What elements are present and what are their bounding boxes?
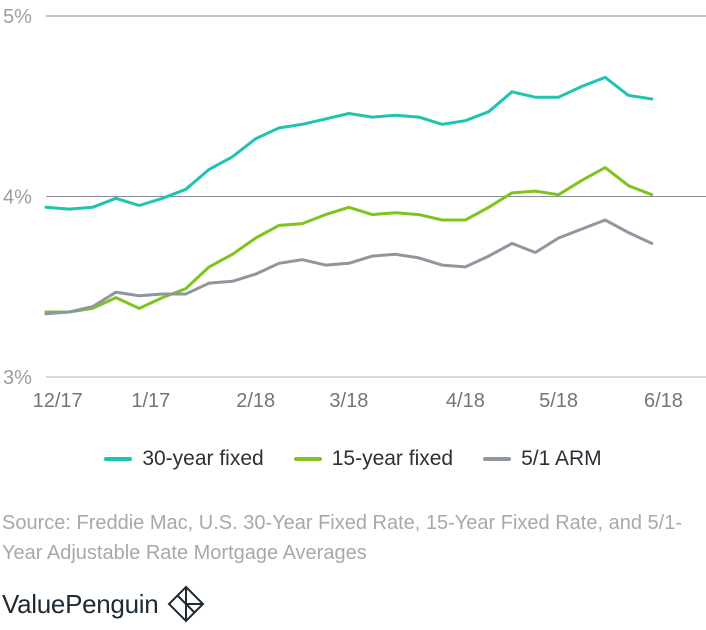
grid-lines xyxy=(46,15,706,378)
legend-item-30-year-fixed: 30-year fixed xyxy=(104,447,264,471)
y-tick-label: 3% xyxy=(3,367,32,389)
x-tick-label: 6/18 xyxy=(644,390,683,412)
legend-label-5-1-arm: 5/1 ARM xyxy=(521,447,602,470)
legend-label-15-year-fixed: 15-year fixed xyxy=(331,447,454,470)
valuepenguin-logo: ValuePenguin xyxy=(2,584,206,624)
series-line-30-year-fixed xyxy=(44,75,654,211)
x-axis-tick-labels: 12/17 1/17 2/18 3/18 4/18 5/18 6/18 xyxy=(33,390,683,412)
series-line-5-1-arm xyxy=(44,218,654,316)
legend-item-15-year-fixed: 15-year fixed xyxy=(293,447,454,471)
x-tick-label: 5/18 xyxy=(539,390,578,412)
legend-swatch-5-1-arm xyxy=(483,457,512,461)
series-line-15-year-fixed xyxy=(44,166,654,314)
series-lines xyxy=(44,75,654,316)
line-chart: 5% 4% 3% 12/17 1/17 2/18 3/18 4/18 5/18 6/18 xyxy=(3,6,706,412)
legend-swatch-30-year-fixed xyxy=(104,457,133,461)
x-tick-label: 3/18 xyxy=(329,390,368,412)
source-note: Source: Freddie Mac, U.S. 30-Year Fixed … xyxy=(2,512,682,564)
chart-legend: 30-year fixed 15-year fixed 5/1 ARM xyxy=(0,447,706,471)
x-tick-label: 12/17 xyxy=(33,390,83,412)
x-tick-label: 1/17 xyxy=(131,390,170,412)
legend-label-30-year-fixed: 30-year fixed xyxy=(142,447,264,470)
legend-item-5-1-arm: 5/1 ARM xyxy=(483,447,602,471)
legend-swatch-15-year-fixed xyxy=(293,457,322,461)
y-axis-tick-labels: 5% 4% 3% xyxy=(3,6,32,389)
logo-wordmark: ValuePenguin xyxy=(2,588,159,619)
x-tick-label: 4/18 xyxy=(446,390,485,412)
valuepenguin-diamond-icon xyxy=(167,585,205,623)
x-tick-label: 2/18 xyxy=(236,390,275,412)
y-tick-label: 5% xyxy=(3,6,32,28)
y-tick-label: 4% xyxy=(3,187,32,209)
